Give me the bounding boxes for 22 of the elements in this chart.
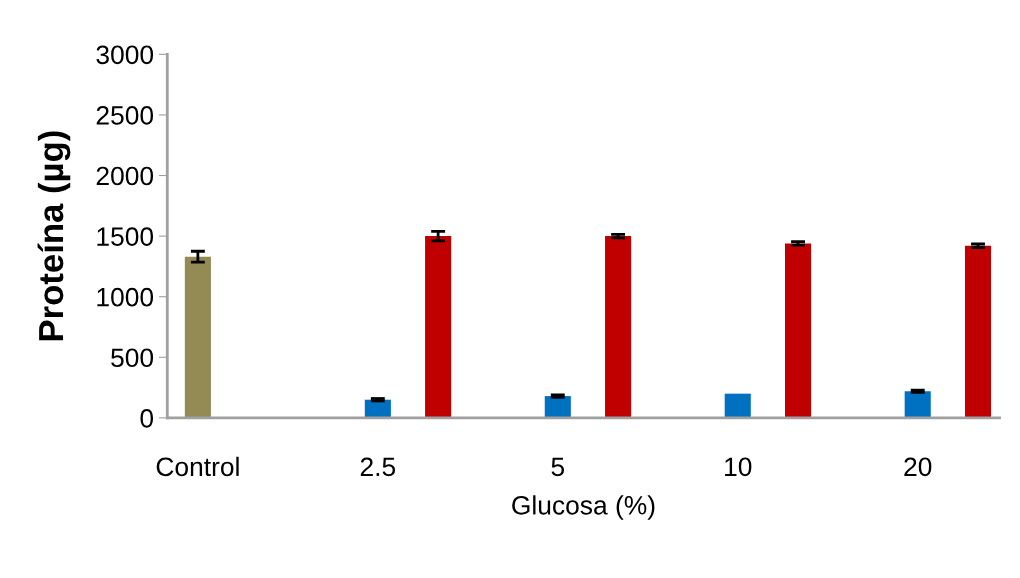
y-tick-label: 2000 [96,166,154,186]
bar [785,243,812,418]
x-tick-label: 10 [725,457,752,477]
x-tick-label: 5 [551,457,565,477]
bar [184,256,211,418]
x-tick-label: 20 [904,457,932,477]
y-tick-label: 3000 [96,45,154,65]
bar [425,236,452,418]
y-tick-label: 2500 [96,106,154,125]
y-tick-label: 0 [140,409,154,428]
x-tick-label: Control [156,456,239,477]
bar [605,236,632,418]
y-tick-label: 1000 [97,287,154,307]
x-tick-label: 2.5 [360,457,396,477]
bar [724,393,751,418]
y-axis-title: Proteína (µg) [37,131,71,341]
y-tick-label: 500 [111,348,154,368]
bar [904,391,931,418]
x-axis-title: Glucosa (%) [512,495,655,520]
y-tick-label: 1500 [97,227,154,246]
bar [964,245,992,418]
bar [364,399,391,418]
